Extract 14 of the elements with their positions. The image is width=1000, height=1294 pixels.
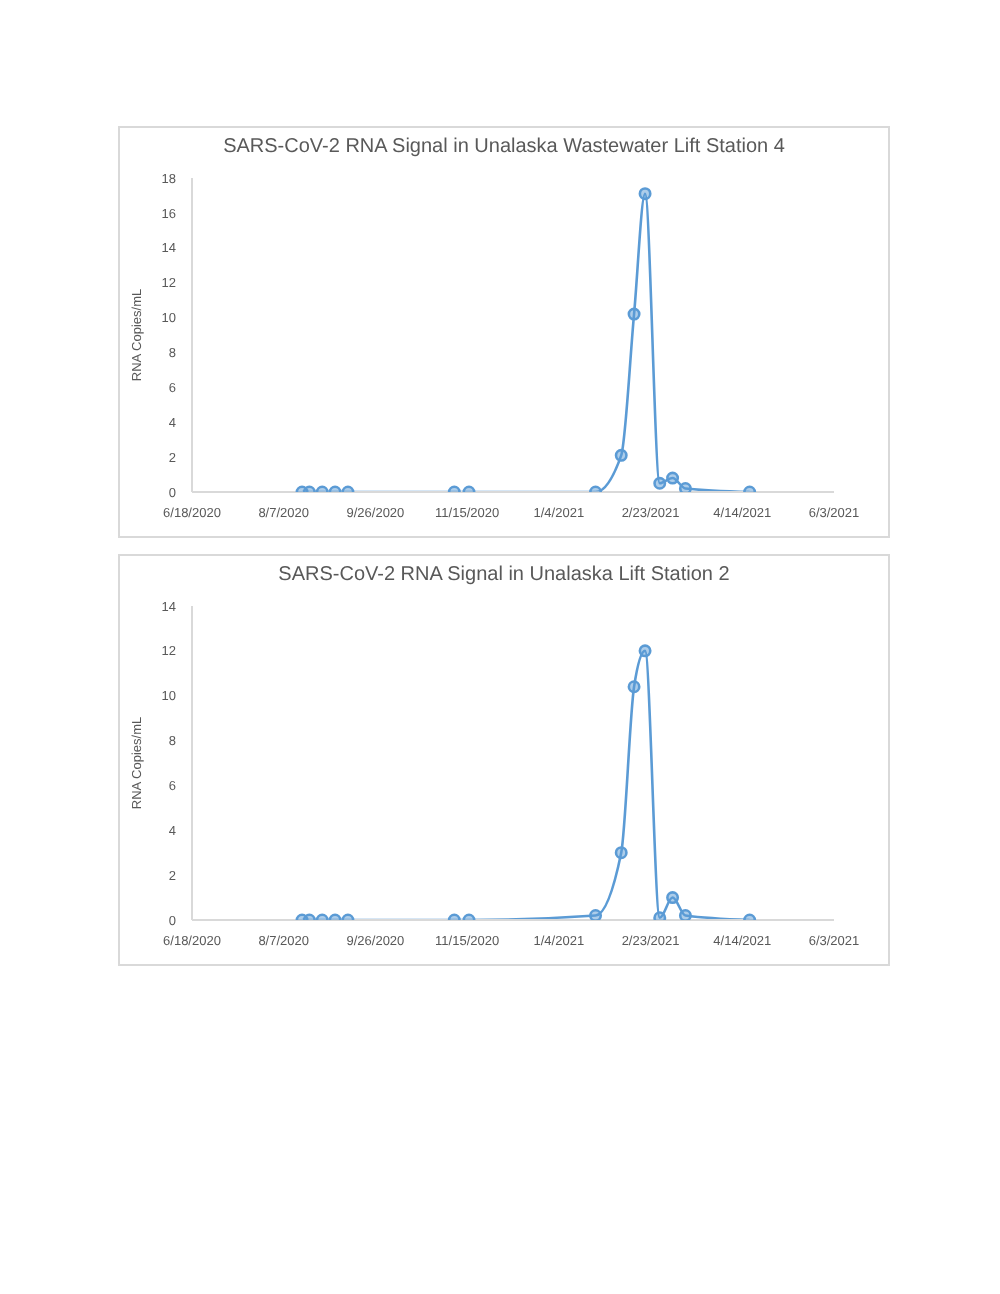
point — [666, 471, 680, 485]
point — [627, 307, 641, 321]
point — [614, 448, 628, 462]
point — [678, 909, 692, 920]
point — [627, 680, 641, 694]
point — [666, 891, 680, 905]
chart-title: SARS-CoV-2 RNA Signal in Unalaska Wastewater Lift Station 4 — [221, 134, 787, 162]
point — [638, 644, 652, 658]
point — [589, 909, 603, 920]
chart-title: SARS-CoV-2 RNA Signal in Unalaska Lift Station 2 — [276, 562, 732, 590]
point — [678, 482, 692, 492]
point — [638, 187, 652, 201]
point — [653, 476, 667, 490]
point — [614, 846, 628, 860]
